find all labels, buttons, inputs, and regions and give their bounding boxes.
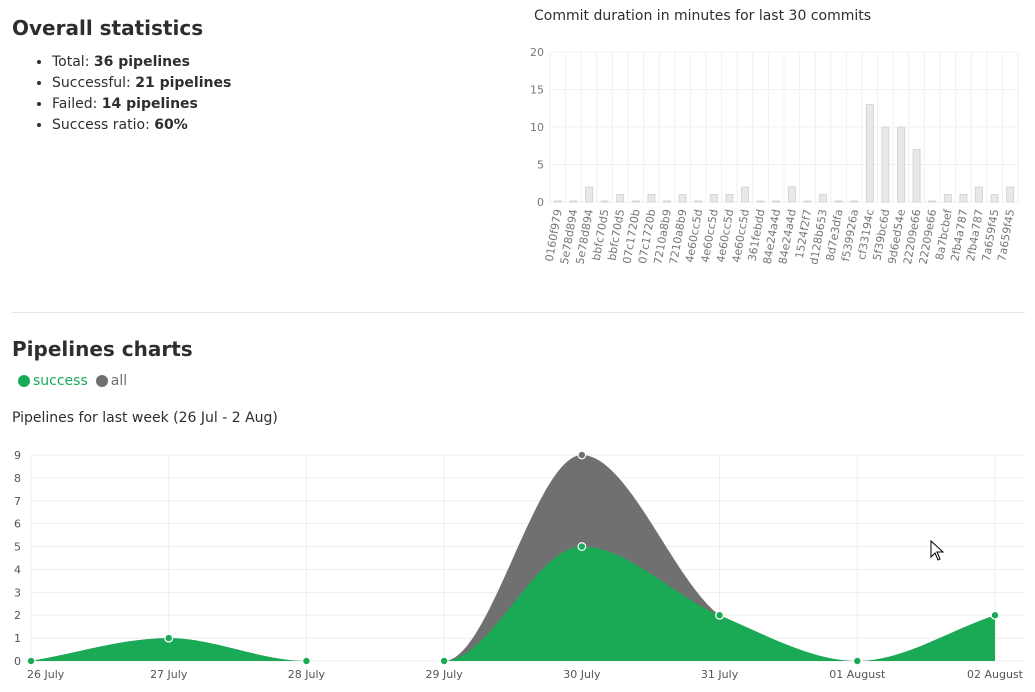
series-area-all (31, 455, 995, 661)
bar (663, 200, 671, 203)
weekly-pipelines-chart-title: Pipelines for last week (26 Jul - 2 Aug) (12, 410, 278, 426)
y-tick-label: 5 (537, 159, 544, 172)
stat-label: Success ratio: (52, 117, 150, 133)
overall-stats-list: Total: 36 pipelines Successful: 21 pipel… (32, 52, 231, 136)
bar (943, 194, 952, 203)
bar (585, 186, 593, 203)
bar (897, 126, 905, 203)
bar (772, 200, 781, 203)
y-tick-label: 7 (14, 495, 21, 508)
legend-label: success (33, 373, 88, 389)
bar (787, 186, 796, 203)
weekly-pipelines-chart: 0 1 2 3 4 5 6 7 8 9 26 July 27 July 28 July 29 July 30… (14, 449, 1025, 681)
pipelines-charts-title: Pipelines charts (12, 337, 193, 361)
bar (1006, 186, 1015, 203)
bar (553, 200, 562, 203)
bar (709, 194, 718, 203)
y-tick-label: 4 (14, 563, 21, 576)
data-point-success (164, 633, 174, 643)
y-tick-label: 10 (530, 121, 544, 134)
stat-label: Total: (52, 54, 90, 70)
x-tick-label: 02 August (967, 668, 1024, 681)
bar (756, 200, 765, 203)
bar (569, 200, 578, 203)
data-point-all (577, 450, 587, 460)
y-tick-label: 1 (14, 632, 21, 645)
bar (990, 194, 999, 203)
legend-label: all (110, 373, 128, 389)
overall-statistics-title: Overall statistics (12, 16, 204, 40)
bar (819, 194, 827, 203)
stat-success-ratio: Success ratio: 60% (52, 115, 231, 136)
bar (647, 194, 656, 203)
x-tick-label: 29 July (426, 668, 464, 681)
bar (834, 200, 843, 203)
data-point-success (990, 610, 1000, 620)
y-tick-label: 0 (537, 196, 544, 209)
chart-legend: success all (18, 373, 127, 389)
x-tick-label: 31 July (701, 668, 739, 681)
y-tick-label: 5 (14, 541, 21, 554)
stat-value: 14 pipelines (101, 96, 198, 112)
stat-total: Total: 36 pipelines (52, 52, 231, 73)
x-tick-label: 28 July (288, 668, 326, 681)
commit-duration-chart: 051015200160f9795e78d8945e78d894bbfc70d5… (530, 46, 1019, 266)
stat-value: 36 pipelines (93, 54, 190, 70)
y-tick-label: 6 (14, 518, 21, 531)
y-tick-label: 15 (530, 84, 544, 97)
bar (912, 149, 921, 203)
legend-item-all[interactable]: all (95, 373, 128, 389)
data-point-success (302, 656, 311, 666)
y-tick-label: 20 (530, 46, 544, 59)
y-tick-label: 0 (14, 655, 21, 668)
series-area-success (31, 546, 995, 661)
y-tick-label: 3 (14, 586, 21, 599)
section-divider (12, 312, 1025, 313)
bar (694, 200, 703, 203)
bar (850, 200, 859, 203)
data-point-success (852, 656, 862, 666)
data-point-success (715, 610, 724, 620)
stat-label: Failed: (52, 96, 98, 112)
bar (600, 200, 609, 203)
commit-duration-chart-title: Commit duration in minutes for last 30 c… (534, 8, 872, 24)
bar (631, 200, 640, 203)
bar (725, 194, 734, 203)
bar (678, 194, 687, 203)
x-tick-label: 26 July (27, 668, 65, 681)
y-tick-label: 2 (14, 609, 21, 622)
stat-failed: Failed: 14 pipelines (52, 94, 231, 115)
mouse-cursor-icon (930, 540, 945, 561)
stat-successful: Successful: 21 pipelines (52, 73, 231, 94)
data-point-success (439, 656, 449, 666)
x-tick-label: 30 July (563, 668, 601, 681)
bar (803, 200, 812, 203)
bar (975, 186, 983, 203)
bar (616, 194, 625, 203)
stat-value: 60% (154, 117, 188, 133)
bar (881, 126, 890, 203)
data-point-success (26, 656, 36, 666)
stat-value: 21 pipelines (135, 75, 232, 91)
y-tick-label: 8 (14, 472, 21, 485)
stat-label: Successful: (52, 75, 131, 91)
bar (959, 194, 968, 203)
data-point-success (577, 542, 587, 551)
bar (928, 200, 937, 203)
legend-item-success[interactable]: success (18, 373, 88, 389)
legend-dot-all (95, 375, 108, 387)
bar (741, 186, 749, 203)
x-tick-label: 01 August (829, 668, 886, 681)
x-tick-label: 27 July (150, 668, 188, 681)
legend-dot-success (18, 375, 30, 387)
y-tick-label: 9 (14, 449, 21, 462)
bar (865, 104, 874, 203)
